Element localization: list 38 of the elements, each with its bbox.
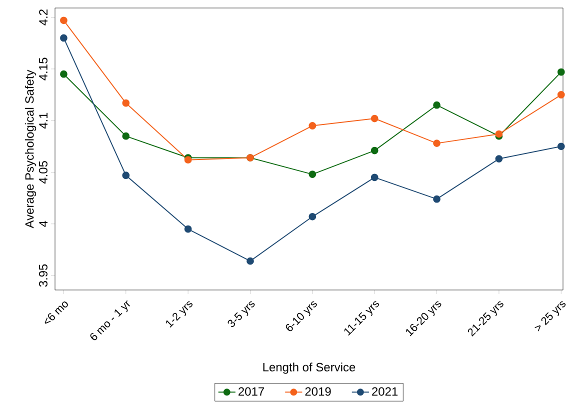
point bbox=[184, 156, 192, 164]
point bbox=[433, 140, 440, 148]
y-tick-label: 4.1 bbox=[39, 112, 48, 129]
point bbox=[433, 195, 440, 203]
y-tick-label: 4.15 bbox=[39, 58, 48, 80]
point bbox=[557, 68, 565, 76]
y-tick-label: 4 bbox=[39, 220, 48, 227]
x-axis-title: Length of Service bbox=[263, 362, 356, 374]
point bbox=[433, 101, 440, 109]
point bbox=[122, 172, 130, 180]
point bbox=[308, 212, 316, 220]
point bbox=[308, 122, 316, 130]
legend-label: 2017 bbox=[238, 387, 264, 396]
point bbox=[122, 132, 130, 140]
point bbox=[370, 114, 378, 122]
y-axis-title: Average Psychological Safety bbox=[24, 70, 36, 228]
y-tick-label: 4.2 bbox=[39, 10, 48, 26]
point bbox=[60, 16, 68, 24]
legend-label: 2019 bbox=[305, 387, 331, 396]
y-tick-label: 3.95 bbox=[38, 264, 48, 287]
point bbox=[308, 170, 316, 178]
point bbox=[246, 257, 254, 265]
point bbox=[370, 174, 378, 182]
y-tick-label: 4.05 bbox=[38, 161, 48, 184]
x-tick-label: 3-5 yrs bbox=[228, 301, 255, 328]
legend-label: 2021 bbox=[372, 387, 398, 396]
point bbox=[184, 225, 192, 233]
x-tick-label: 6 mo - 1 yr bbox=[90, 300, 130, 340]
x-tick-label: 1-2 yrs bbox=[166, 301, 193, 328]
point bbox=[370, 146, 378, 154]
x-tick-label: > 25 yrs bbox=[534, 301, 566, 332]
point bbox=[557, 142, 565, 150]
x-tick-label: <6 mo bbox=[44, 302, 68, 324]
point bbox=[60, 34, 68, 42]
point bbox=[495, 155, 503, 163]
point bbox=[557, 91, 565, 98]
point bbox=[60, 70, 68, 78]
point bbox=[122, 99, 130, 107]
